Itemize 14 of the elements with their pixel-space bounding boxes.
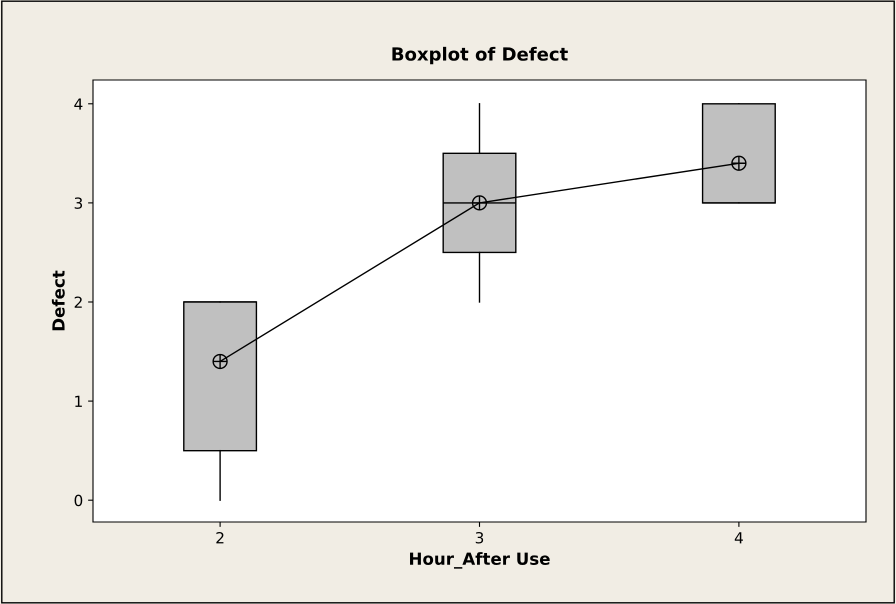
y-tick-label: 0 xyxy=(74,494,82,506)
chart-title: Boxplot of Defect xyxy=(392,46,568,64)
x-axis-title: Hour_After Use xyxy=(410,552,550,569)
x-tick-label: 2 xyxy=(216,532,224,544)
point xyxy=(212,354,228,370)
x-tick-label: 3 xyxy=(476,532,484,544)
point xyxy=(472,195,488,211)
y-tick-label: 3 xyxy=(74,197,82,209)
y-tick-label: 2 xyxy=(74,296,82,308)
y-tick-label: 1 xyxy=(75,396,82,407)
y-axis-title: Defect xyxy=(52,270,65,330)
y-tick-label: 4 xyxy=(74,98,82,110)
x-tick-label: 4 xyxy=(734,532,743,544)
point xyxy=(731,156,747,171)
